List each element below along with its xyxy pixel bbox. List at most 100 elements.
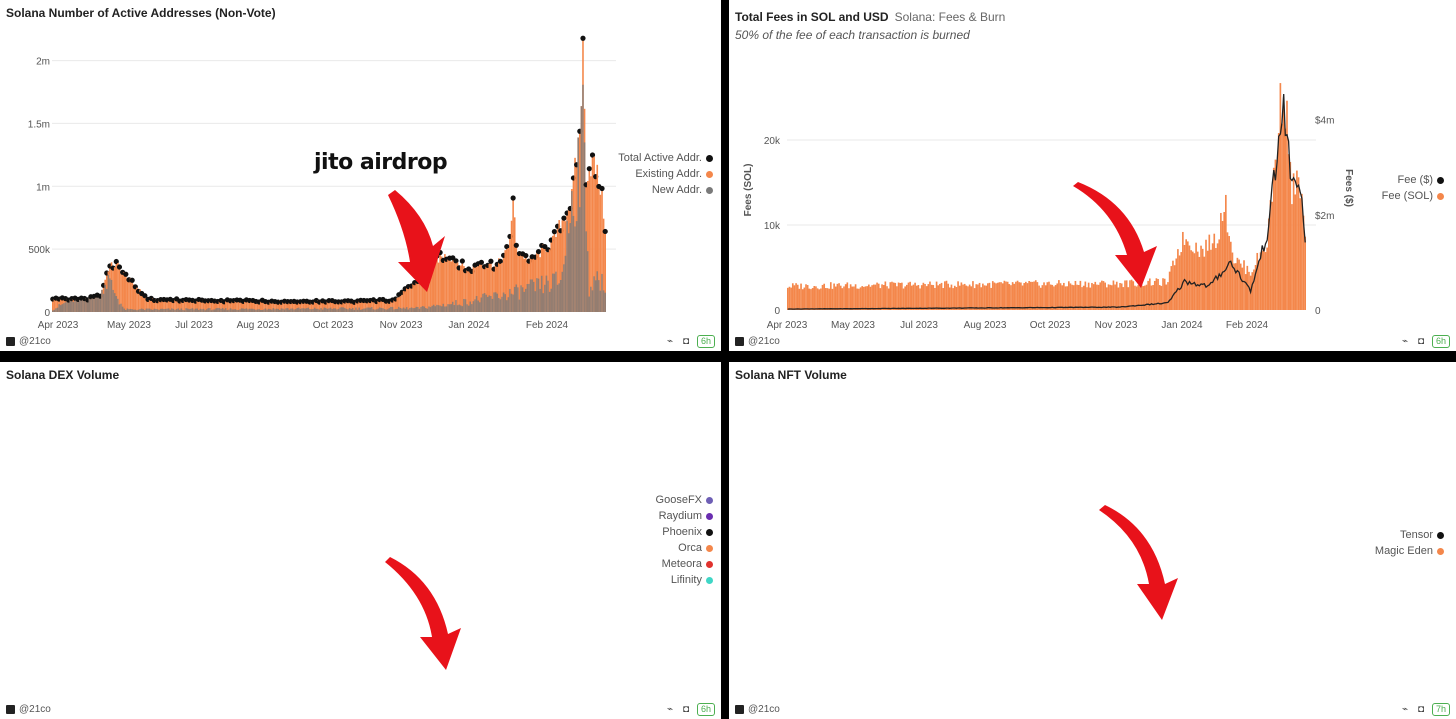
- existing-addr-bar: [305, 301, 308, 312]
- existing-addr-bar: [126, 280, 129, 312]
- existing-addr-bar: [336, 301, 338, 312]
- fee-sol-bar: [839, 285, 842, 310]
- brand-logo-icon: [6, 337, 15, 346]
- new-addr-bar: [61, 304, 64, 312]
- embed-icon[interactable]: ⌁: [1401, 703, 1408, 715]
- fee-sol-bar: [1220, 212, 1222, 310]
- existing-addr-bar: [466, 269, 468, 312]
- legend-item[interactable]: Existing Addr.: [618, 166, 713, 182]
- embed-icon[interactable]: ⌁: [1401, 335, 1408, 347]
- fee-sol-bar: [1079, 280, 1082, 310]
- legend-item[interactable]: Total Active Addr.: [618, 150, 713, 166]
- legend-item[interactable]: Meteora: [656, 556, 713, 572]
- legend-item[interactable]: Magic Eden: [1375, 543, 1444, 559]
- existing-addr-bar: [480, 262, 483, 312]
- fee-sol-bar: [1277, 133, 1280, 310]
- fee-sol-bar: [836, 283, 839, 310]
- new-addr-bar: [494, 292, 497, 312]
- existing-addr-bar: [115, 261, 118, 312]
- new-addr-bar: [212, 309, 214, 312]
- existing-addr-bar: [317, 300, 319, 312]
- fee-sol-bar: [1239, 263, 1242, 310]
- legend-item[interactable]: Lifinity: [656, 572, 713, 588]
- new-addr-bar: [471, 304, 473, 312]
- fee-sol-bar: [1023, 283, 1026, 310]
- legend-swatch: [706, 512, 713, 520]
- legend-item[interactable]: New Addr.: [618, 182, 713, 198]
- fee-sol-bar: [947, 283, 949, 310]
- legend-item[interactable]: Tensor: [1375, 527, 1444, 543]
- fee-sol-bar: [896, 286, 898, 310]
- new-addr-bar: [131, 309, 133, 312]
- legend-item[interactable]: Raydium: [656, 508, 713, 524]
- existing-addr-bar: [437, 262, 440, 312]
- new-addr-bar: [323, 307, 326, 312]
- new-addr-bar: [442, 303, 445, 312]
- fee-sol-bar: [1089, 287, 1092, 310]
- existing-addr-bar: [431, 260, 433, 312]
- camera-icon[interactable]: ◘: [682, 335, 689, 347]
- legend-item[interactable]: Phoenix: [656, 524, 713, 540]
- camera-icon[interactable]: ◘: [1417, 335, 1424, 347]
- embed-icon[interactable]: ⌁: [666, 335, 673, 347]
- new-addr-bar: [58, 304, 60, 312]
- new-addr-bar: [537, 278, 540, 312]
- fee-sol-bar: [844, 284, 847, 310]
- fee-sol-bar: [1286, 100, 1288, 310]
- total-addr-point: [488, 258, 494, 264]
- legend-item[interactable]: Fee (SOL): [1382, 188, 1444, 204]
- legend-item[interactable]: Orca: [656, 540, 713, 556]
- new-addr-bar: [220, 308, 222, 312]
- camera-icon[interactable]: ◘: [1417, 703, 1424, 715]
- fee-sol-bar: [787, 287, 789, 310]
- existing-addr-bar: [139, 289, 141, 312]
- new-addr-bar: [571, 191, 573, 312]
- existing-addr-bar: [494, 264, 497, 312]
- new-addr-bar: [504, 294, 506, 312]
- fee-sol-bar: [805, 284, 807, 310]
- fee-sol-bar: [927, 284, 930, 310]
- new-addr-bar: [186, 308, 189, 312]
- fee-sol-bar: [869, 286, 872, 310]
- existing-addr-bar: [158, 298, 160, 312]
- existing-addr-bar: [456, 262, 459, 312]
- fee-sol-bar: [816, 288, 819, 310]
- total-addr-point: [116, 264, 123, 270]
- existing-addr-bar: [521, 253, 524, 312]
- fee-sol-bar: [867, 284, 870, 310]
- existing-addr-bar: [171, 300, 173, 312]
- existing-addr-bar: [467, 268, 470, 312]
- fee-sol-bar: [810, 289, 812, 310]
- existing-addr-bar: [315, 300, 318, 312]
- new-addr-bar: [464, 299, 467, 312]
- new-addr-bar: [421, 306, 424, 312]
- new-addr-bar: [231, 309, 233, 312]
- fee-sol-bar: [985, 285, 987, 310]
- legend-item[interactable]: GooseFX: [656, 492, 713, 508]
- new-addr-bar: [488, 295, 491, 312]
- legend-swatch: [1437, 192, 1444, 200]
- embed-icon[interactable]: ⌁: [666, 703, 673, 715]
- legend-label: Fee (SOL): [1381, 190, 1433, 202]
- existing-addr-bar: [247, 300, 249, 312]
- existing-addr-bar: [291, 300, 294, 312]
- fee-sol-bar: [848, 288, 850, 310]
- existing-addr-bar: [364, 300, 367, 312]
- fee-sol-bar: [856, 288, 859, 310]
- new-addr-bar: [366, 307, 368, 312]
- legend-label: Magic Eden: [1374, 545, 1433, 557]
- new-addr-bar: [290, 308, 292, 312]
- existing-addr-bar: [201, 300, 203, 312]
- fee-sol-bar: [1216, 243, 1219, 310]
- total-addr-point: [142, 293, 148, 299]
- new-addr-bar: [355, 307, 357, 312]
- fee-sol-bar: [1180, 252, 1183, 310]
- fee-sol-bar: [1282, 97, 1285, 311]
- legend-item[interactable]: Fee ($): [1382, 172, 1444, 188]
- existing-addr-bar: [512, 197, 514, 312]
- new-addr-bar: [371, 307, 373, 312]
- total-addr-point: [113, 258, 119, 265]
- camera-icon[interactable]: ◘: [682, 703, 689, 715]
- existing-addr-bar: [117, 263, 119, 312]
- existing-addr-bar: [386, 301, 389, 312]
